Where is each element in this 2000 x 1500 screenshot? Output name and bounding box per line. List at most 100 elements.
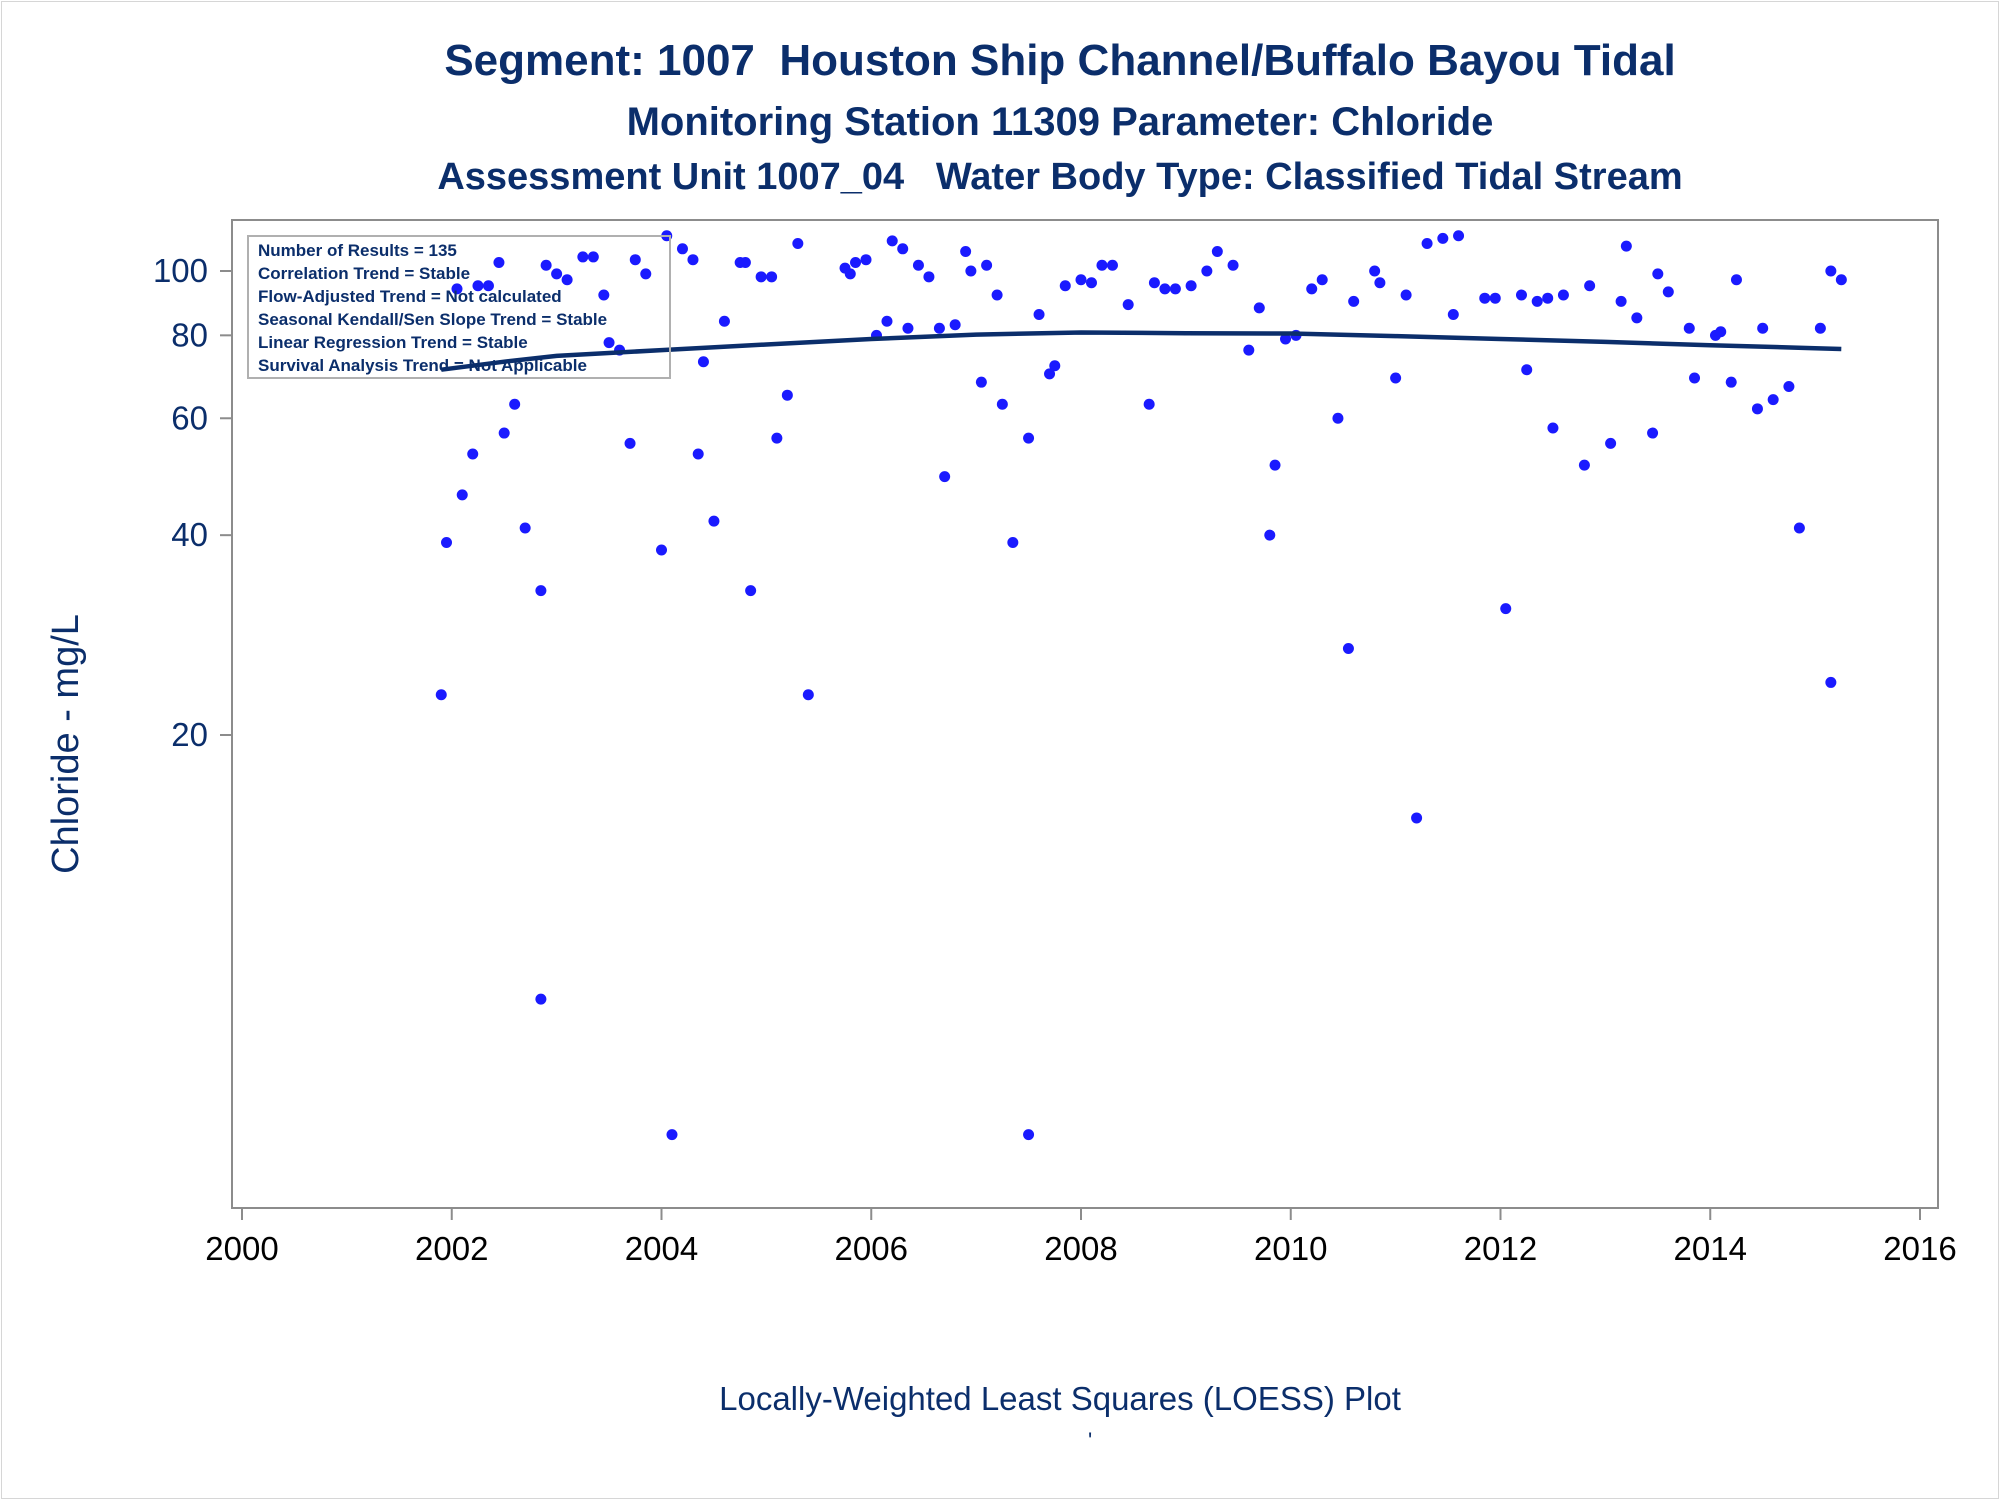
data-point <box>561 274 573 286</box>
data-point <box>1227 259 1239 271</box>
data-point <box>1044 368 1056 380</box>
data-point <box>498 427 510 439</box>
data-point <box>509 398 521 410</box>
data-point <box>771 432 783 444</box>
data-point <box>1280 333 1292 345</box>
data-point <box>540 259 552 271</box>
data-point <box>535 993 547 1005</box>
data-point <box>802 689 814 701</box>
data-point <box>1369 265 1381 277</box>
loess-trend-line <box>441 330 1842 372</box>
data-point <box>1148 277 1160 289</box>
data-point <box>844 268 856 280</box>
data-point <box>1615 295 1627 307</box>
data-point <box>1374 277 1386 289</box>
data-point <box>1584 280 1596 292</box>
data-point <box>781 389 793 401</box>
data-point <box>456 489 468 501</box>
data-point <box>1159 283 1171 295</box>
data-point <box>745 585 757 597</box>
data-point <box>1185 280 1197 292</box>
data-point <box>1542 292 1554 304</box>
data-point <box>1023 1129 1035 1141</box>
data-point <box>1348 295 1360 307</box>
data-point <box>939 471 951 483</box>
data-point <box>1316 274 1328 286</box>
data-point <box>666 1129 678 1141</box>
data-point <box>1557 289 1569 301</box>
data-point <box>1814 322 1826 334</box>
y-tick-label: 100 <box>153 252 208 289</box>
data-point <box>1453 230 1465 242</box>
stats-line: Number of Results = 135 <box>258 241 457 260</box>
data-point <box>577 251 589 263</box>
data-point <box>1447 308 1459 320</box>
data-point <box>1033 308 1045 320</box>
data-point <box>1059 280 1071 292</box>
data-point <box>766 271 778 283</box>
data-point <box>1793 522 1805 534</box>
x-tick-label: 2000 <box>205 1230 278 1267</box>
data-point <box>860 254 872 266</box>
data-point <box>1751 403 1763 415</box>
data-point <box>676 243 688 255</box>
data-point <box>850 256 862 268</box>
data-point <box>1725 376 1737 388</box>
data-point <box>1075 274 1087 286</box>
chart-footnote: Locally-Weighted Least Squares (LOESS) P… <box>719 1380 1401 1417</box>
chart-subtitle-2: Assessment Unit 1007_04 Water Body Type:… <box>437 156 1683 198</box>
data-point <box>1421 238 1433 250</box>
data-point <box>451 283 463 295</box>
data-point <box>629 254 641 266</box>
data-point <box>687 254 699 266</box>
data-point <box>1479 292 1491 304</box>
data-point <box>902 322 914 334</box>
data-point <box>975 376 987 388</box>
data-point <box>1578 459 1590 471</box>
data-point <box>1730 274 1742 286</box>
data-point <box>624 437 636 449</box>
data-point <box>1201 265 1213 277</box>
data-point <box>708 515 720 527</box>
data-point <box>996 398 1008 410</box>
data-point <box>1689 372 1701 384</box>
data-point <box>1783 380 1795 392</box>
data-point <box>441 536 453 548</box>
y-tick-label: 20 <box>171 716 208 753</box>
data-point <box>603 337 615 349</box>
footnote-mark: ' <box>1088 1428 1093 1453</box>
data-point <box>640 268 652 280</box>
data-point <box>1835 274 1847 286</box>
stats-line: Survival Analysis Trend = Not Applicable <box>258 356 587 375</box>
data-point <box>1085 277 1097 289</box>
data-point <box>949 319 961 331</box>
stats-line: Seasonal Kendall/Sen Slope Trend = Stabl… <box>258 310 607 329</box>
data-point <box>1211 245 1223 257</box>
y-tick-label: 80 <box>171 316 208 353</box>
data-point <box>1515 289 1527 301</box>
data-point <box>965 265 977 277</box>
data-point <box>991 289 1003 301</box>
x-tick-label: 2012 <box>1464 1230 1537 1267</box>
data-point <box>519 522 531 534</box>
stats-line: Flow-Adjusted Trend = Not calculated <box>258 287 562 306</box>
data-point <box>435 689 447 701</box>
data-point <box>1143 398 1155 410</box>
data-point <box>1049 360 1061 372</box>
x-tick-label: 2008 <box>1044 1230 1117 1267</box>
data-point <box>656 544 667 556</box>
data-point <box>467 448 479 460</box>
data-point <box>1662 286 1674 298</box>
x-tick-label: 2004 <box>625 1230 698 1267</box>
data-point <box>981 259 993 271</box>
data-point <box>1390 372 1402 384</box>
x-tick-label: 2014 <box>1674 1230 1747 1267</box>
data-point <box>912 259 924 271</box>
data-point <box>1096 259 1108 271</box>
data-point <box>1825 265 1837 277</box>
data-point <box>1825 676 1837 688</box>
data-point <box>1106 259 1118 271</box>
data-point <box>881 315 893 327</box>
stats-line: Linear Regression Trend = Stable <box>258 333 528 352</box>
data-point <box>692 448 704 460</box>
